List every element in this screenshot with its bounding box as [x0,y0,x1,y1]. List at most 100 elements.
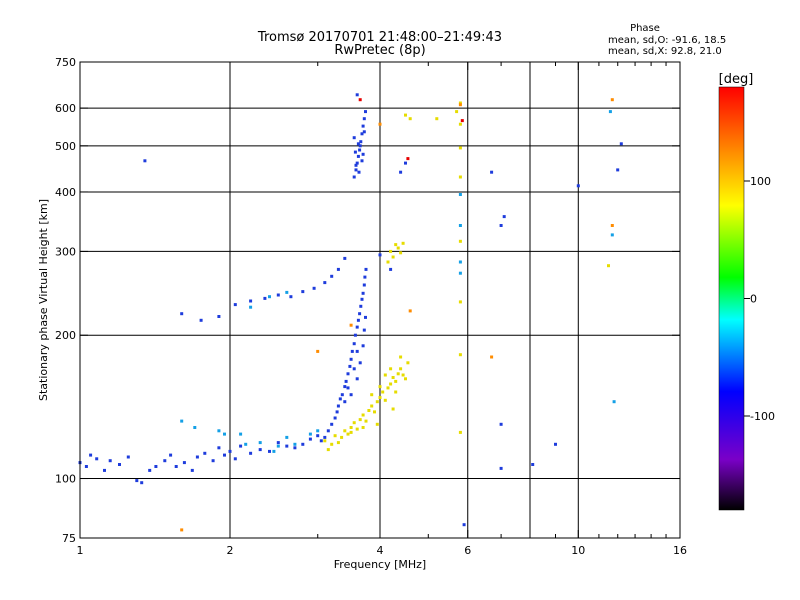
data-point [316,429,320,433]
data-point [323,435,327,439]
data-point [239,444,243,448]
colorbar-tick-label: 100 [750,175,771,188]
data-point [381,390,385,394]
data-point [346,432,350,436]
data-point [343,400,347,404]
data-point [126,455,130,459]
data-point [361,413,365,417]
x-tick-label: 6 [464,544,471,557]
data-point [399,170,403,174]
data-point [239,432,243,436]
data-point [344,379,348,383]
data-point [359,304,363,308]
data-point [358,418,362,422]
data-point [346,372,350,376]
stats-o-mode: mean, sd,O: -91.6, 18.5 [608,35,726,46]
data-point [458,103,462,107]
data-point [326,448,330,452]
y-tick-label: 200 [55,329,76,342]
data-point [364,419,368,423]
data-point [343,385,347,389]
data-point [386,386,390,390]
data-point [276,441,280,445]
data-point [343,256,347,260]
data-point [276,444,280,448]
data-point [408,309,412,313]
data-point [301,442,305,446]
data-point [355,377,359,381]
data-point [554,442,557,446]
data-point [169,453,173,457]
data-point [346,386,350,390]
y-tick-label: 75 [62,532,76,545]
data-point [358,312,362,316]
data-point [148,468,152,472]
data-point [223,453,226,457]
data-point [378,122,382,126]
data-point [352,421,356,425]
data-point [195,455,199,459]
data-point [362,130,366,134]
data-point [355,325,359,329]
data-point [333,416,337,420]
axis-ticks: 1 2 4 6 10 16 75 100 200 300 400 500 600 750 [55,56,687,557]
data-point [336,267,340,271]
x-tick-label: 2 [227,544,234,557]
data-point [458,175,462,179]
data-point [396,246,400,250]
data-point [330,442,334,446]
data-point [285,444,289,448]
x-tick-label: 10 [571,544,585,557]
y-tick-label: 400 [55,186,76,199]
data-point [361,291,365,295]
data-point [364,110,367,114]
data-point [293,446,297,450]
data-point [118,463,121,466]
data-point [490,355,494,359]
data-point [360,297,364,301]
data-point [458,239,462,243]
data-point [249,305,253,309]
data-point [323,439,327,443]
data-point [610,233,614,237]
data-point [458,224,462,227]
data-point [435,117,439,121]
data-point [268,449,271,453]
y-tick-label: 750 [55,56,76,69]
data-point [258,441,262,445]
data-point [383,398,387,402]
data-point [391,255,395,259]
data-point [458,260,462,264]
data-point [268,295,271,299]
data-point [406,157,410,161]
data-point [249,451,253,455]
data-point [182,461,186,465]
data-point [378,396,382,399]
data-point [217,315,221,318]
data-points [78,93,623,532]
data-point [404,377,407,381]
data-point [363,275,367,279]
data-point [336,441,340,445]
data-point [249,299,253,303]
data-point [378,253,382,257]
data-point [190,468,194,472]
colorbar-tick-label: 0 [750,293,757,306]
data-point [408,117,412,121]
data-point [619,142,623,146]
data-point [349,426,353,429]
data-point [394,390,398,394]
data-point [180,419,184,423]
data-point [389,249,393,253]
data-point [349,357,353,361]
data-point [373,410,376,414]
data-point [364,315,367,319]
data-point [358,98,362,102]
data-point [386,260,390,264]
data-point [608,110,612,114]
data-point [375,422,379,426]
data-point [361,426,365,429]
data-point [458,430,462,434]
data-point [95,457,99,461]
